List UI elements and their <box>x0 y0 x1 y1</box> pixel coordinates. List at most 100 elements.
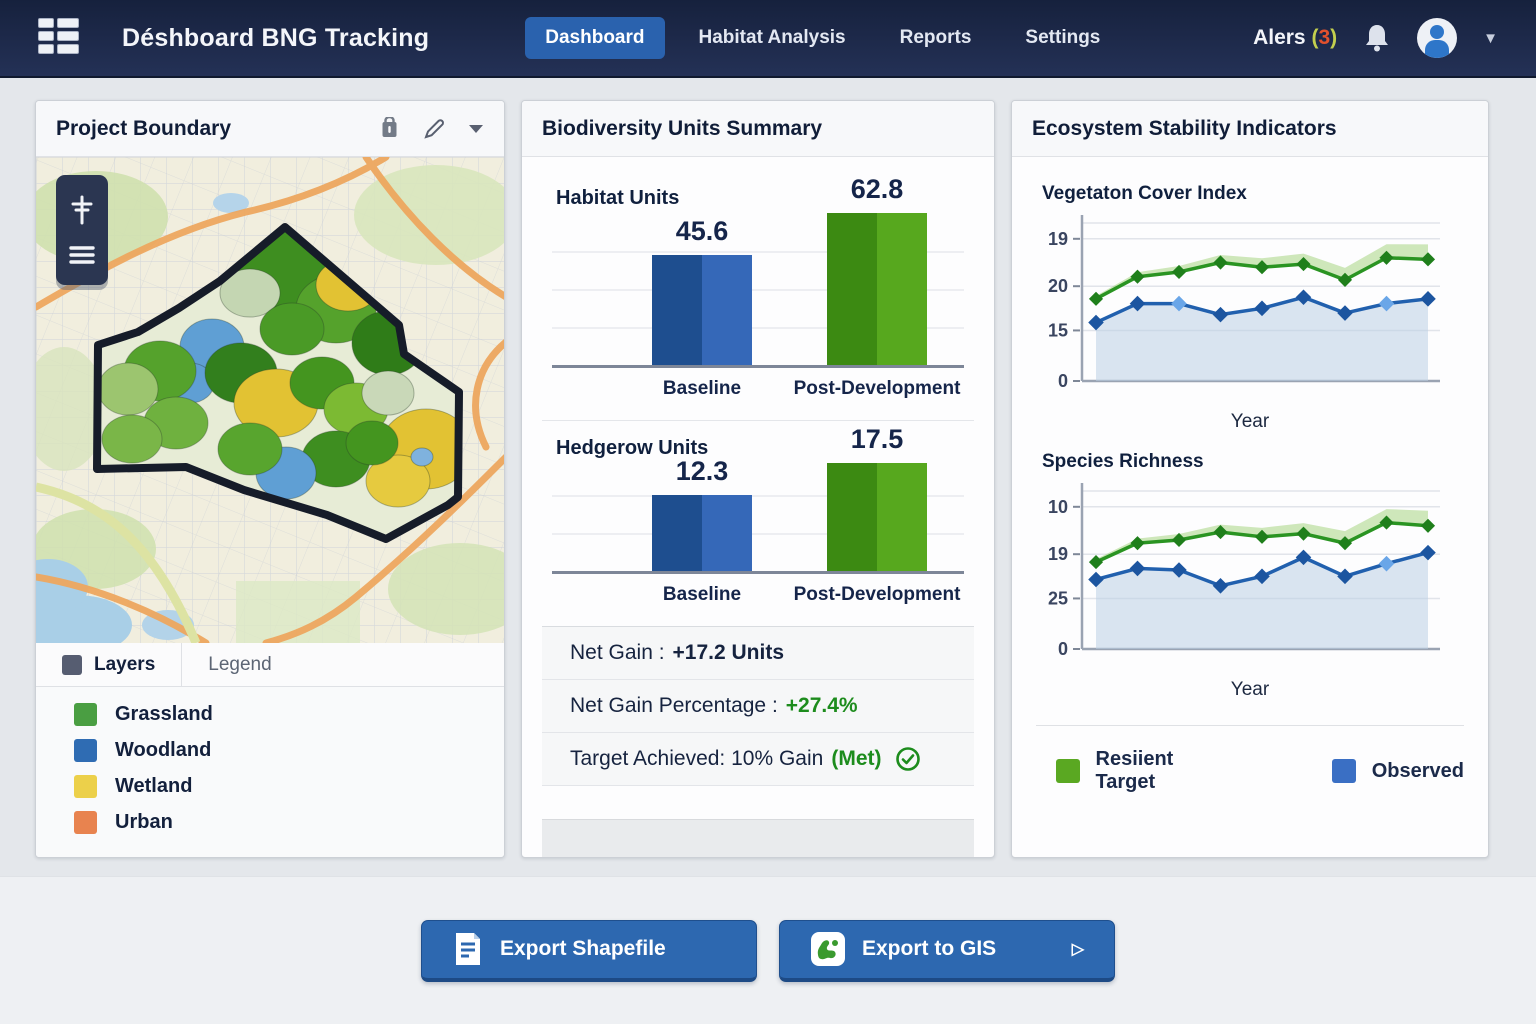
tab-layers[interactable]: Layers <box>36 643 183 686</box>
eco-legend-label: Observed <box>1371 759 1464 782</box>
svg-text:25: 25 <box>1048 588 1068 608</box>
eco-legend-item-resiient-target: Resiient Target <box>1056 748 1236 794</box>
net-gain-stats: Net Gain : +17.2 Units Net Gain Percentage… <box>542 626 974 786</box>
bar-post-development <box>827 463 927 571</box>
legend-label: Urban <box>115 811 173 833</box>
bar-value-label: 62.8 <box>850 174 904 204</box>
vegetation-x-axis-label: Year <box>1230 411 1270 432</box>
units-body: Habitat Units 45.6 62.8 Baseline Post-Deve… <box>522 157 994 857</box>
ecosystem-stability-header: Ecosystem Stability Indicators <box>1012 101 1488 157</box>
bar-category-label: Post-Development <box>793 584 961 605</box>
bar-category-label: Post-Development <box>793 378 961 399</box>
alerts-indicator[interactable]: Alers (3) <box>1253 26 1338 49</box>
stat-row: Net Gain Percentage : +27.4% <box>542 680 974 733</box>
svg-text:15: 15 <box>1048 320 1068 340</box>
panel-row: Project Boundary <box>35 100 1501 858</box>
user-avatar[interactable] <box>1417 18 1458 58</box>
map-canvas[interactable] <box>36 157 504 643</box>
stat-label: Net Gain Percentage : <box>570 694 778 717</box>
stat-value: +27.4% <box>785 694 858 717</box>
habitat-units-categories: Baseline Post-Development <box>552 374 964 410</box>
project-boundary-header: Project Boundary <box>36 101 504 157</box>
legend-item-urban: Urban <box>74 811 504 834</box>
legend-label: Wetland <box>115 775 193 797</box>
map-legend: Grassland Woodland Wetland Urban <box>36 687 504 857</box>
gis-map-icon <box>811 932 845 966</box>
top-navbar: Déshboard BNG Tracking Dashboard Habitat … <box>0 0 1536 78</box>
bar-category-label: Baseline <box>662 378 742 399</box>
stat-value: +17.2 Units <box>672 641 785 664</box>
vegetation-cover-plot: 0 15 20 19 <box>1048 215 1440 391</box>
biodiversity-units-header: Biodiversity Units Summary <box>522 101 994 157</box>
svg-text:10: 10 <box>1048 497 1068 517</box>
export-to-gis-button[interactable]: Export to GIS ▷ <box>779 919 1115 982</box>
habitat-units-chart: Habitat Units 45.6 62.8 Baseline Post-Deve… <box>542 171 974 420</box>
map-illustration <box>36 157 504 643</box>
eco-legend-label: Resiient Target <box>1095 748 1174 793</box>
map-layers-menu-icon[interactable] <box>69 245 95 265</box>
eco-legend-item-observed: Observed <box>1331 748 1464 794</box>
nav-tab-dashboard[interactable]: Dashboard <box>525 17 665 59</box>
svg-text:19: 19 <box>1048 229 1068 249</box>
biodiversity-units-panel: Biodiversity Units Summary Habitat Units… <box>521 100 995 858</box>
stat-row: Net Gain : +17.2 Units <box>542 627 974 680</box>
export-shapefile-button[interactable]: Export Shapefile <box>421 919 757 982</box>
chevron-right-icon: ▷ <box>1071 941 1084 958</box>
ecosystem-stability-panel: Ecosystem Stability Indicators Vegetaton… <box>1011 100 1489 858</box>
edit-pencil-icon[interactable] <box>422 117 446 141</box>
ecosystem-stability-title: Ecosystem Stability Indicators <box>1032 116 1337 140</box>
bar-value-label: 12.3 <box>675 456 729 486</box>
units-panel-footer-strip <box>542 819 974 857</box>
species-x-axis-label: Year <box>1230 679 1270 700</box>
svg-text:19: 19 <box>1048 544 1068 564</box>
nav-tab-settings[interactable]: Settings <box>1025 27 1101 48</box>
species-richness-chart: Species Richness 0 25 19 10 Year <box>1036 443 1464 711</box>
legend-label: Grassland <box>115 703 213 725</box>
biodiversity-units-title: Biodiversity Units Summary <box>542 116 823 140</box>
bar-baseline <box>652 255 752 365</box>
bar-category-label: Baseline <box>662 584 742 605</box>
chevron-down-icon[interactable]: ▼ <box>1483 29 1498 47</box>
app-title: Déshboard BNG Tracking <box>122 23 430 52</box>
app-grid-icon[interactable] <box>38 18 80 58</box>
eco-chart-legend: Resiient Target Observed <box>1036 725 1464 794</box>
trash-icon[interactable] <box>379 117 400 140</box>
hedgerow-units-plot: 12.3 17.5 <box>552 424 964 574</box>
svg-text:0: 0 <box>1058 371 1068 391</box>
bell-icon[interactable] <box>1363 23 1391 53</box>
nav-tabs: Dashboard Habitat Analysis Reports Settings <box>525 17 1120 59</box>
document-icon <box>456 933 480 965</box>
bar-post-development <box>827 213 927 365</box>
nav-right-group: Alers (3) ▼ <box>1253 18 1498 58</box>
stat-label: Net Gain : <box>570 641 665 664</box>
map-target-icon[interactable] <box>69 195 95 225</box>
nav-tab-habitat-analysis[interactable]: Habitat Analysis <box>698 27 846 48</box>
hedgerow-units-categories: Baseline Post-Development <box>552 580 964 616</box>
layers-swatch-icon <box>62 654 82 675</box>
legend-item-woodland: Woodland <box>74 739 504 762</box>
stat-label: Target Achieved: 10% Gain <box>570 747 824 770</box>
stat-value: (Met) <box>831 747 882 770</box>
tab-legend[interactable]: Legend <box>208 653 272 675</box>
vegetation-cover-title: Vegetaton Cover Index <box>1042 183 1247 204</box>
bar-value-label: 45.6 <box>675 216 729 246</box>
habitat-units-title: Habitat Units <box>556 187 680 209</box>
footer-bar: Export Shapefile Export to GIS ▷ <box>0 876 1536 1024</box>
eco-body: Vegetaton Cover Index 0 15 20 19 Year Speci… <box>1012 157 1488 857</box>
nav-tab-reports[interactable]: Reports <box>899 27 972 48</box>
stat-row: Target Achieved: 10% Gain (Met) <box>542 733 974 786</box>
map-toolbar <box>56 175 108 285</box>
species-richness-plot: 0 25 19 10 <box>1048 483 1440 659</box>
chevron-down-icon[interactable] <box>468 124 484 134</box>
habitat-units-plot: 45.6 62.8 <box>552 174 964 368</box>
check-circle-icon <box>896 747 921 771</box>
legend-swatch <box>74 703 97 726</box>
vegetation-cover-chart: Vegetaton Cover Index 0 15 20 19 Year <box>1036 175 1464 443</box>
legend-item-wetland: Wetland <box>74 775 504 798</box>
legend-swatch <box>74 739 97 762</box>
legend-label: Woodland <box>115 739 212 761</box>
bar-baseline <box>652 495 752 571</box>
eco-legend-swatch <box>1331 759 1356 783</box>
map-panel-tabs: Layers Legend <box>36 643 504 687</box>
